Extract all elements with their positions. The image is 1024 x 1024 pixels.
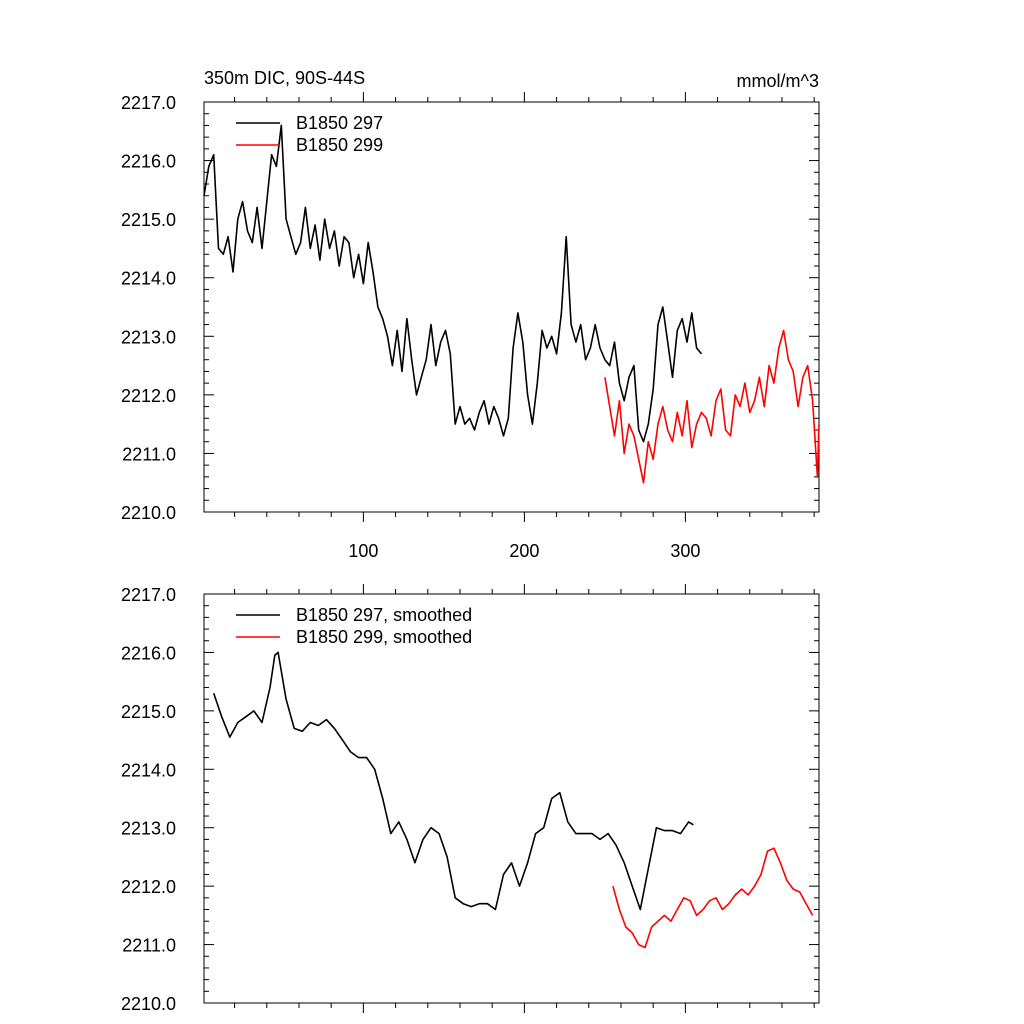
series-line xyxy=(212,651,694,911)
x-tick-label: 200 xyxy=(509,541,539,561)
legend-label: B1850 299, smoothed xyxy=(296,627,472,647)
y-tick-label: 2211.0 xyxy=(122,936,176,956)
y-tick-label: 2212.0 xyxy=(121,386,176,406)
y-tick-label: 2216.0 xyxy=(121,152,176,172)
y-tick-label: 2217.0 xyxy=(121,93,176,113)
y-tick-label: 2214.0 xyxy=(121,269,176,289)
x-tick-label: 300 xyxy=(670,541,700,561)
y-tick-label: 2210.0 xyxy=(121,994,176,1014)
plot-frame xyxy=(203,593,820,1004)
series-line xyxy=(203,124,703,443)
y-tick-label: 2216.0 xyxy=(121,643,176,663)
legend-label: B1850 299 xyxy=(296,135,383,155)
series-line xyxy=(612,847,814,949)
y-tick-label: 2210.0 xyxy=(121,503,176,523)
y-tick-label: 2213.0 xyxy=(121,819,176,839)
plot-frame xyxy=(203,101,820,513)
legend-label: B1850 297, smoothed xyxy=(296,605,472,625)
y-tick-label: 2213.0 xyxy=(121,327,176,347)
units-label: mmol/m^3 xyxy=(737,71,819,91)
y-tick-label: 2215.0 xyxy=(121,210,176,230)
series-line xyxy=(604,329,820,484)
y-tick-label: 2212.0 xyxy=(121,877,176,897)
bottom-panel: 2210.0 2211.0 2212.0 2213.0 2214.0 2215.0 2216… xyxy=(121,584,820,1014)
y-tick-label: 2217.0 xyxy=(121,585,176,605)
y-tick-label: 2215.0 xyxy=(121,702,176,722)
chart-title: 350m DIC, 90S-44S xyxy=(204,68,365,88)
y-tick-label: 2211.0 xyxy=(122,444,176,464)
top-panel: 350m DIC, 90S-44S mmol/m^3 2210.02211.02… xyxy=(121,68,820,561)
legend-label: B1850 297 xyxy=(296,113,383,133)
plot-area-top: 2210.0 2211.0 2212.0 2213.0 2214.0 2215.0 2216… xyxy=(121,92,820,561)
plot-area-bottom: 2210.0 2211.0 2212.0 2213.0 2214.0 2215.0 2216… xyxy=(121,584,820,1014)
x-tick-label: 100 xyxy=(348,541,378,561)
y-tick-label: 2214.0 xyxy=(121,760,176,780)
